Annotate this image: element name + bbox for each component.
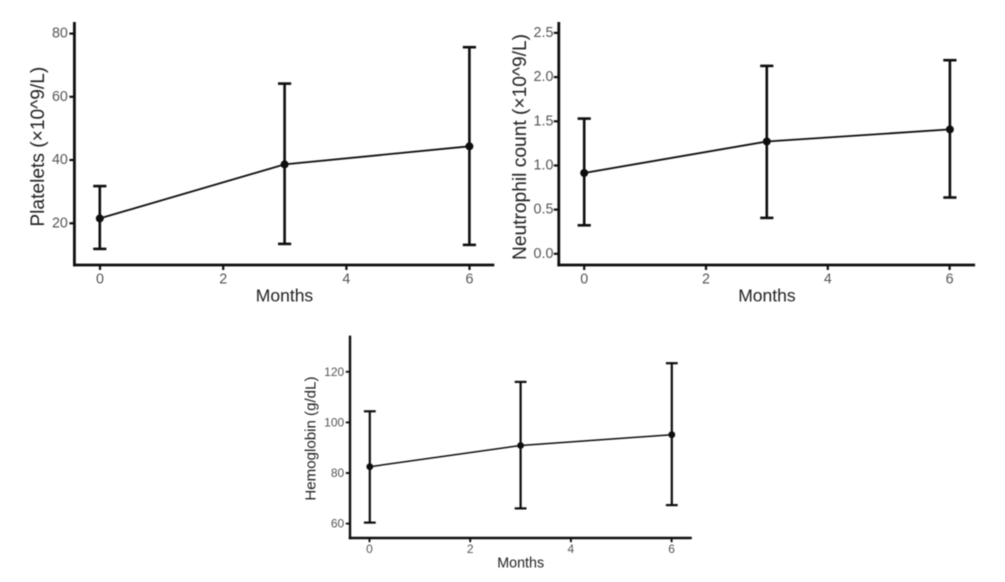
svg-text:2: 2 [702, 272, 710, 288]
svg-text:2.5: 2.5 [534, 25, 554, 41]
svg-text:2: 2 [467, 542, 474, 556]
svg-text:Months: Months [256, 286, 314, 306]
svg-text:80: 80 [52, 26, 68, 42]
svg-text:4: 4 [342, 272, 350, 288]
svg-text:2: 2 [219, 272, 227, 288]
svg-text:Months: Months [497, 556, 544, 572]
svg-text:80: 80 [331, 466, 345, 480]
svg-text:0: 0 [366, 542, 373, 556]
svg-text:1.0: 1.0 [534, 158, 554, 174]
svg-text:100: 100 [324, 415, 344, 429]
svg-text:Hemoglobin (g/dL): Hemoglobin (g/dL) [303, 377, 320, 501]
svg-text:4: 4 [824, 272, 832, 288]
svg-text:6: 6 [466, 272, 474, 288]
svg-text:0: 0 [580, 272, 588, 288]
svg-text:40: 40 [52, 152, 68, 168]
svg-text:2.0: 2.0 [534, 69, 554, 85]
svg-text:Months: Months [738, 286, 796, 306]
svg-text:Neutrophil count (×10^9/L): Neutrophil count (×10^9/L) [510, 34, 531, 260]
svg-text:60: 60 [52, 89, 68, 105]
svg-text:6: 6 [946, 272, 954, 288]
svg-text:1.5: 1.5 [534, 113, 554, 129]
svg-text:0.5: 0.5 [534, 202, 554, 218]
svg-text:Platelets (×10^9/L): Platelets (×10^9/L) [28, 67, 49, 227]
svg-text:0.0: 0.0 [534, 246, 554, 262]
svg-text:120: 120 [324, 365, 344, 379]
svg-text:20: 20 [52, 215, 68, 231]
svg-text:6: 6 [668, 542, 675, 556]
svg-text:60: 60 [331, 517, 345, 531]
svg-text:0: 0 [96, 272, 104, 288]
svg-text:4: 4 [568, 542, 575, 556]
